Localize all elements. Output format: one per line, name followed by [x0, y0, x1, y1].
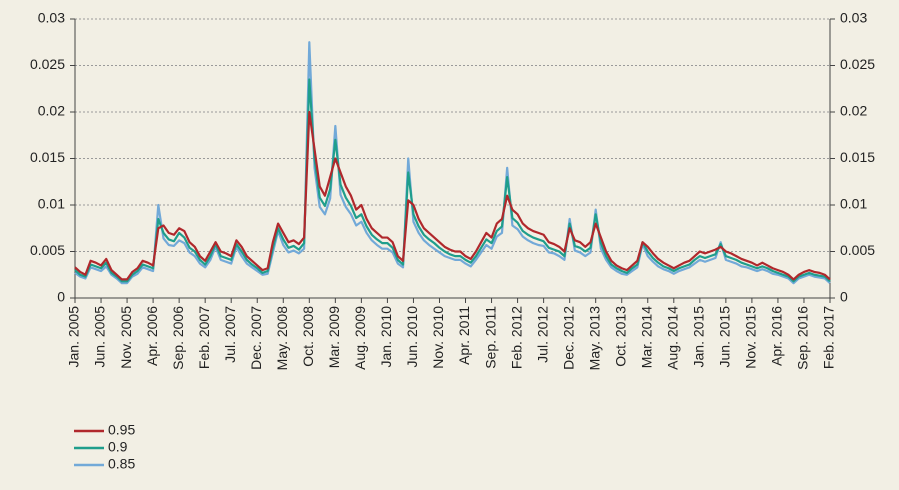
x-tick-label: Jan. 2005	[66, 306, 82, 368]
y2-tick-label: 0.015	[840, 149, 875, 165]
y-tick-label: 0.02	[38, 103, 65, 119]
y-tick-label: 0.005	[30, 242, 65, 258]
y2-tick-label: 0.03	[840, 10, 867, 26]
x-tick-label: May. 2008	[274, 306, 290, 371]
x-tick-label: Oct. 2013	[612, 306, 628, 367]
y-tick-label: 0.03	[38, 10, 65, 26]
x-tick-label: Nov. 2005	[118, 306, 134, 369]
x-tick-label: Aug. 2014	[664, 306, 680, 370]
x-tick-label: Apr. 2006	[144, 306, 160, 366]
series-line	[74, 78, 831, 283]
legend-label: 0.85	[108, 456, 135, 472]
y-tick-label: 0.015	[30, 149, 65, 165]
x-tick-label: Mar. 2014	[638, 306, 654, 368]
x-tick-label: Feb. 2017	[821, 306, 837, 369]
y2-tick-label: 0.005	[840, 242, 875, 258]
y2-tick-label: 0	[840, 289, 848, 305]
x-tick-label: Dec. 2012	[560, 306, 576, 370]
legend-label: 0.9	[108, 439, 128, 455]
x-tick-label: Nov. 2010	[430, 306, 446, 369]
x-tick-label: Jun. 2005	[92, 306, 108, 368]
x-tick-label: Jan. 2015	[691, 306, 707, 368]
x-tick-label: Jun. 2015	[717, 306, 733, 368]
x-tick-label: Nov. 2015	[743, 306, 759, 369]
x-tick-label: Sep. 2006	[170, 306, 186, 370]
legend-label: 0.95	[108, 422, 135, 438]
x-tick-label: Sep. 2016	[795, 306, 811, 370]
x-tick-label: Jan. 2010	[378, 306, 394, 368]
x-tick-label: Jul. 2012	[534, 306, 550, 363]
y2-tick-label: 0.025	[840, 56, 875, 72]
x-tick-label: Mar. 2009	[326, 306, 342, 368]
y2-tick-label: 0.01	[840, 196, 867, 212]
x-tick-label: Dec. 2007	[248, 306, 264, 370]
series-line	[74, 41, 831, 285]
x-tick-label: Oct. 2008	[300, 306, 316, 367]
y-tick-label: 0	[57, 289, 65, 305]
x-tick-label: Sep. 2011	[482, 306, 498, 369]
x-tick-label: Feb. 2012	[508, 306, 524, 369]
y-tick-label: 0.01	[38, 196, 65, 212]
x-tick-label: Apr. 2016	[769, 306, 785, 366]
x-tick-label: Aug. 2009	[352, 306, 368, 370]
x-tick-label: Apr. 2011	[456, 306, 472, 365]
x-tick-label: Feb. 2007	[196, 306, 212, 369]
x-tick-label: May. 2013	[586, 306, 602, 371]
y-tick-label: 0.025	[30, 56, 65, 72]
y2-tick-label: 0.02	[840, 103, 867, 119]
x-tick-label: Jul. 2007	[222, 306, 238, 363]
series-line	[74, 110, 831, 281]
x-tick-label: Jun. 2010	[404, 306, 420, 368]
